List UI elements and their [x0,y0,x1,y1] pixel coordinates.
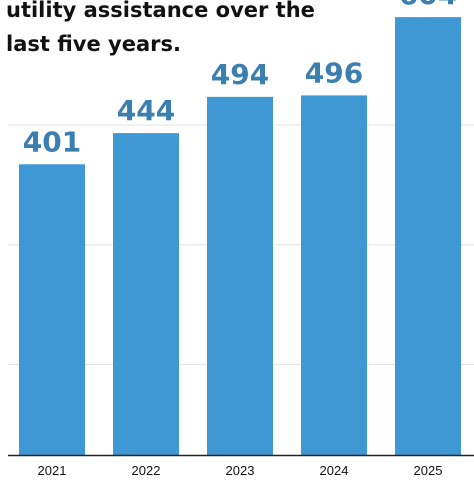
bars [19,17,461,456]
bar-2024 [301,95,367,456]
x-tick-label-2022: 2022 [132,463,161,478]
bar-value-label-2022: 444 [117,94,175,127]
x-tick-labels: 2021 2022 2023 2024 2025 [38,463,443,478]
x-tick-label-2024: 2024 [320,463,349,478]
chart-title: utility assistance over the last five ye… [6,0,315,61]
bar-value-label-2021: 401 [23,125,81,158]
bar-value-labels: 401 444 494 496 604 [23,0,457,158]
bar-2022 [113,133,179,455]
bar-2023 [207,96,273,455]
x-tick-label-2021: 2021 [38,463,67,478]
bar-2025 [395,17,461,455]
x-tick-label-2023: 2023 [226,463,255,478]
x-tick-label-2025: 2025 [414,463,443,478]
bar-value-label-2025: 604 [399,0,457,11]
chart-title-line-1: utility assistance over the [6,0,315,22]
bar-value-label-2024: 496 [305,56,363,89]
bar-2021 [19,164,85,455]
chart-title-line-2: last five years. [6,32,181,56]
bar-value-label-2023: 494 [211,58,269,91]
